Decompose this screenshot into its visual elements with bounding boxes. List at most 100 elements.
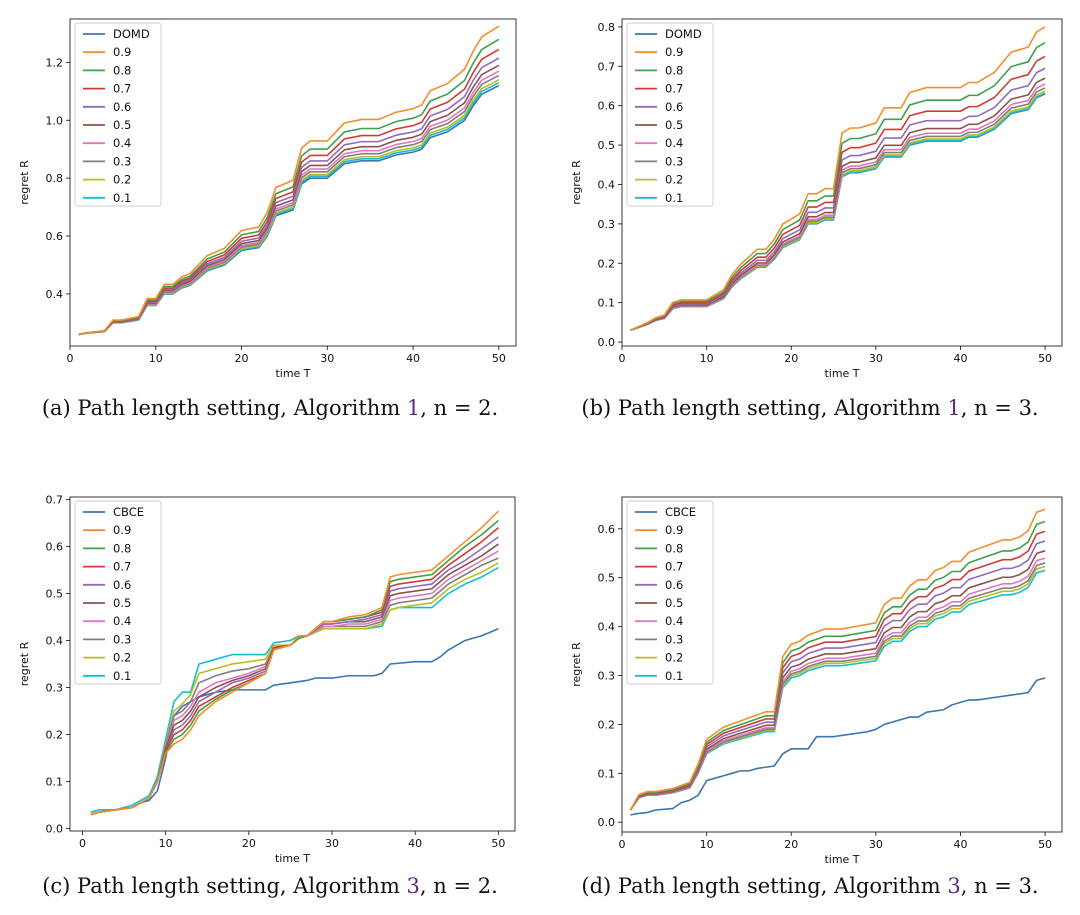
x-tick-label: 20 — [242, 837, 256, 850]
y-tick-label: 0.7 — [598, 60, 616, 73]
legend-label: 0.4 — [665, 614, 683, 628]
axes-frame — [621, 496, 1063, 833]
y-tick-label: 0.0 — [46, 823, 64, 836]
series-line-0-9 — [90, 510, 499, 816]
legend-label: 0.4 — [113, 136, 131, 150]
y-tick-label: 0.6 — [46, 230, 64, 243]
y-axis-label: regret R — [18, 160, 31, 205]
axes-frame — [69, 18, 517, 347]
legend-label: 0.5 — [665, 118, 683, 132]
y-tick-label: 0.5 — [598, 572, 616, 585]
x-tick-label: 40 — [408, 837, 422, 850]
x-axis-label: time T — [824, 367, 859, 380]
y-tick-label: 0.2 — [598, 718, 616, 731]
chart-panel-c: 0 10 20 30 40 50 0.0 0.1 0.2 0.3 0.4 0.5 0.6 0.7 time … — [0, 458, 540, 915]
y-tick-label: 0.4 — [46, 288, 64, 301]
legend-label: 0.4 — [665, 136, 683, 150]
series-line-0-9 — [629, 508, 1046, 811]
x-tick-label: 40 — [953, 352, 967, 365]
y-tick-label: 0.2 — [598, 257, 616, 270]
legend-label: 0.6 — [113, 578, 131, 592]
legend-label: 0.2 — [113, 173, 131, 187]
x-tick-label: 10 — [700, 352, 714, 365]
x-tick-label: 0 — [619, 352, 626, 365]
series-line-0-9 — [78, 25, 500, 336]
chart-panel-b: 0 10 20 30 40 50 0.0 0.1 0.2 0.3 0.4 0.5 0.6 0.7 0.8 ti… — [540, 0, 1080, 457]
series-line-0-5 — [630, 77, 1046, 331]
x-tick-label: 20 — [784, 352, 798, 365]
y-tick-label: 0.6 — [46, 540, 64, 553]
legend-label: 0.5 — [113, 596, 131, 610]
x-axis-label: time T — [275, 367, 310, 380]
x-axis-label: time T — [824, 853, 859, 866]
legend-label: 0.7 — [665, 560, 683, 574]
x-tick-label: 50 — [491, 837, 505, 850]
legend-label: 0.6 — [113, 100, 131, 114]
x-tick-label: 10 — [149, 352, 163, 365]
legend-box — [626, 22, 714, 207]
series-line-cbce — [90, 627, 499, 816]
legend-box — [74, 500, 162, 685]
y-tick-label: 0.7 — [46, 493, 64, 506]
x-tick-label: 30 — [869, 838, 883, 851]
y-tick-label: 0.4 — [46, 634, 64, 647]
legend-label: 0.2 — [665, 173, 683, 187]
x-tick-label: 40 — [953, 838, 967, 851]
legend-label: 0.9 — [113, 45, 131, 59]
chart-d: 0 10 20 30 40 50 0.0 0.1 0.2 0.3 0.4 0.5 0.6 time T re… — [570, 496, 1063, 866]
legend-label: 0.7 — [113, 82, 131, 96]
y-tick-label: 0.4 — [598, 178, 616, 191]
legend-label: DOMD — [113, 27, 150, 41]
y-tick-label: 0.3 — [46, 682, 64, 695]
legend-label: 0.4 — [113, 614, 131, 628]
series-line-0-9 — [630, 26, 1046, 331]
series-line-0-6 — [630, 67, 1046, 331]
caption-b: (b) Path length setting, Algorithm 1, n … — [581, 396, 1039, 420]
legend-label: 0.7 — [665, 82, 683, 96]
legend-label: 0.8 — [665, 63, 683, 77]
legend-label: 0.9 — [665, 45, 683, 59]
legend-label: 0.3 — [113, 632, 131, 646]
legend-label: 0.6 — [665, 578, 683, 592]
y-tick-label: 0.1 — [598, 297, 616, 310]
legend-label: 0.9 — [665, 523, 683, 537]
legend-label: 0.8 — [113, 63, 131, 77]
y-tick-label: 0.3 — [598, 218, 616, 231]
series-line-cbce — [630, 677, 1046, 816]
y-tick-label: 0.3 — [598, 670, 616, 683]
axes-frame — [621, 18, 1063, 347]
series-line-0-7 — [630, 55, 1046, 331]
legend-label: 0.8 — [113, 541, 131, 555]
legend-label: 0.6 — [665, 100, 683, 114]
legend-label: 0.1 — [113, 191, 131, 205]
x-tick-label: 30 — [320, 352, 334, 365]
x-tick-label: 40 — [406, 352, 420, 365]
y-axis-label: regret R — [570, 160, 583, 205]
chart-panel-a: 0 10 20 30 40 50 0.4 0.6 0.8 1.0 1.2 time T regret R… — [0, 0, 540, 457]
chart-a: 0 10 20 30 40 50 0.4 0.6 0.8 1.0 1.2 time T regret R… — [18, 18, 517, 380]
y-tick-label: 0.1 — [46, 776, 64, 789]
legend-label: 0.7 — [113, 560, 131, 574]
chart-panel-d: 0 10 20 30 40 50 0.0 0.1 0.2 0.3 0.4 0.5 0.6 time T re… — [540, 458, 1080, 915]
caption-c: (c) Path length setting, Algorithm 3, n … — [42, 874, 498, 898]
x-tick-label: 0 — [79, 837, 86, 850]
legend-label: 0.3 — [665, 632, 683, 646]
chart-b: 0 10 20 30 40 50 0.0 0.1 0.2 0.3 0.4 0.5 0.6 0.7 0.8 ti… — [570, 18, 1063, 380]
y-tick-label: 0.1 — [598, 767, 616, 780]
axes-frame — [69, 496, 516, 832]
legend-label: 0.1 — [113, 669, 131, 683]
x-axis-label: time T — [275, 852, 310, 865]
x-tick-label: 10 — [159, 837, 173, 850]
legend-box — [74, 22, 162, 207]
legend-label: 0.3 — [665, 154, 683, 168]
x-tick-label: 20 — [235, 352, 249, 365]
y-tick-label: 0.6 — [598, 100, 616, 113]
legend-label: 0.9 — [113, 523, 131, 537]
y-tick-label: 0.6 — [598, 523, 616, 536]
y-tick-label: 0.5 — [598, 139, 616, 152]
y-tick-label: 1.2 — [46, 56, 64, 69]
x-tick-label: 30 — [869, 352, 883, 365]
legend-label: CBCE — [113, 505, 144, 519]
y-axis-label: regret R — [570, 642, 583, 687]
legend-label: 0.5 — [665, 596, 683, 610]
